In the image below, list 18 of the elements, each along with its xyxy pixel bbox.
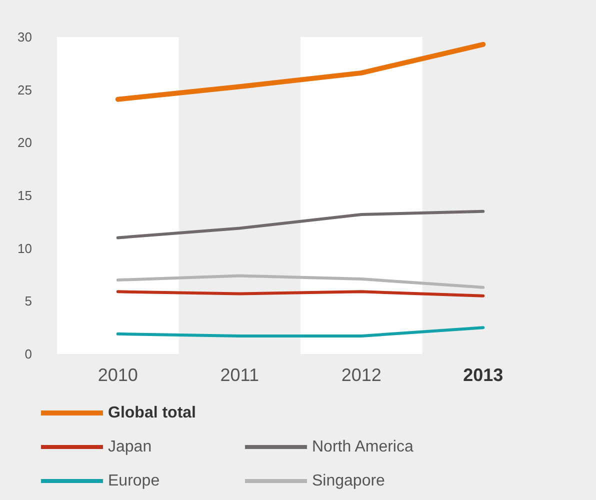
legend-label: Singapore	[312, 472, 386, 490]
y-tick-label: 10	[18, 240, 32, 256]
x-tick-label: 2011	[220, 365, 259, 385]
legend-label: Global total	[108, 404, 196, 422]
line-series	[116, 274, 485, 289]
y-tick-label: 30	[18, 30, 32, 44]
x-tick-label: 2012	[341, 365, 382, 385]
y-tick-label: 20	[18, 135, 32, 150]
y-tick-label: 15	[18, 188, 32, 203]
y-tick-label: 5	[24, 294, 32, 309]
legend-label: North America	[312, 438, 414, 456]
legend-label: Japan	[108, 438, 152, 456]
line-series	[116, 210, 485, 240]
y-tick-label: 0	[24, 346, 32, 362]
x-tick-label: 2010	[98, 365, 138, 385]
y-tick-label: 25	[18, 82, 32, 98]
legend-label: Europe	[108, 472, 160, 490]
x-tick-label: 2013	[463, 365, 504, 385]
